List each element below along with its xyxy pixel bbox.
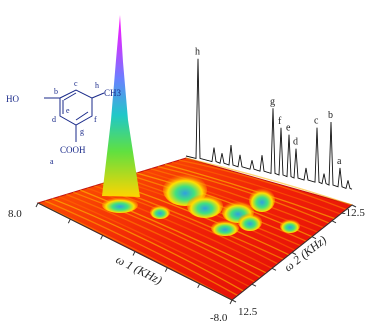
axis-omega1-tick xyxy=(35,202,39,208)
surface-ridge xyxy=(164,163,336,220)
main-peak xyxy=(102,15,140,197)
axis-omega2-tick xyxy=(351,204,357,208)
axis-omega2-tick xyxy=(291,252,297,255)
surface-peak xyxy=(238,213,262,231)
peak-label: a xyxy=(337,156,342,167)
spectrum-surface xyxy=(36,15,354,301)
surface-ridge xyxy=(157,165,330,224)
axis-omega1-tick-label: 8.0 xyxy=(8,208,22,220)
peak-label: f xyxy=(278,116,282,127)
surface-ridge xyxy=(65,193,256,283)
axis-omega1-tick xyxy=(197,283,201,289)
surface-peak xyxy=(102,197,138,213)
peak-label: c xyxy=(314,116,319,127)
surface-peak xyxy=(211,220,239,236)
molecule-ring-letter: h xyxy=(95,81,99,90)
molecule-ring-letter: e xyxy=(66,106,70,115)
peak-label: g xyxy=(270,96,275,107)
surface-peak xyxy=(187,194,223,218)
axis-omega2-ticks xyxy=(231,204,357,303)
axis-omega1-ticks xyxy=(35,202,233,305)
surface-ridge xyxy=(87,187,273,269)
molecule-ring-letter: b xyxy=(54,87,58,96)
surface-peak xyxy=(249,188,275,212)
peak-label: b xyxy=(328,110,333,121)
surface-ridge xyxy=(80,189,267,274)
molecule-structure xyxy=(44,89,105,142)
axis-omega2-tick xyxy=(231,299,237,303)
surface-ridge xyxy=(37,202,233,301)
surface-ridge xyxy=(178,159,347,211)
peak-label: h xyxy=(195,47,200,58)
molecule-substituent-bottom: COOH xyxy=(60,145,86,155)
axis-omega1-tick xyxy=(67,218,71,224)
axis-omega1-tick-label: -8.0 xyxy=(210,312,228,324)
molecule-ring-letter: f xyxy=(94,115,97,124)
axis-omega2-tick xyxy=(331,220,337,224)
axis-omega1-tick xyxy=(164,267,168,272)
axis-omega2-tick xyxy=(251,283,257,287)
surface-ridge xyxy=(185,157,353,206)
surface-ridge xyxy=(150,168,324,229)
axis-omega2-tick xyxy=(271,267,277,271)
surface-peak xyxy=(280,219,300,233)
surface-peak xyxy=(150,205,170,219)
molecule-ring-letter: g xyxy=(80,127,84,136)
surface-ridge xyxy=(44,200,239,297)
molecule-substituent-right: CH3 xyxy=(104,88,122,98)
surface-ridge xyxy=(58,196,250,287)
peak-label: e xyxy=(286,123,291,134)
molecule-substituent-left: HO xyxy=(6,94,19,104)
peak-label: d xyxy=(293,137,298,148)
surface-peaks xyxy=(102,174,300,236)
axis-omega1-tick xyxy=(100,235,104,240)
molecule-ring-letter: c xyxy=(74,79,78,88)
surface-ridge xyxy=(51,198,244,292)
axis-omega1-tick xyxy=(229,299,233,305)
axis-omega1-tick xyxy=(132,251,136,256)
axis-omega2-tick-label: 12.5 xyxy=(238,306,258,318)
axis-omega2-tick xyxy=(311,236,317,240)
molecule-ring-letter: a xyxy=(50,157,54,166)
spectrum-trace xyxy=(185,58,353,190)
axis-omega2-tick-label: -12.5 xyxy=(342,207,365,219)
surface-ridge xyxy=(72,191,261,278)
molecule-ring-letter: d xyxy=(52,115,56,124)
surface-ridge xyxy=(171,161,341,215)
